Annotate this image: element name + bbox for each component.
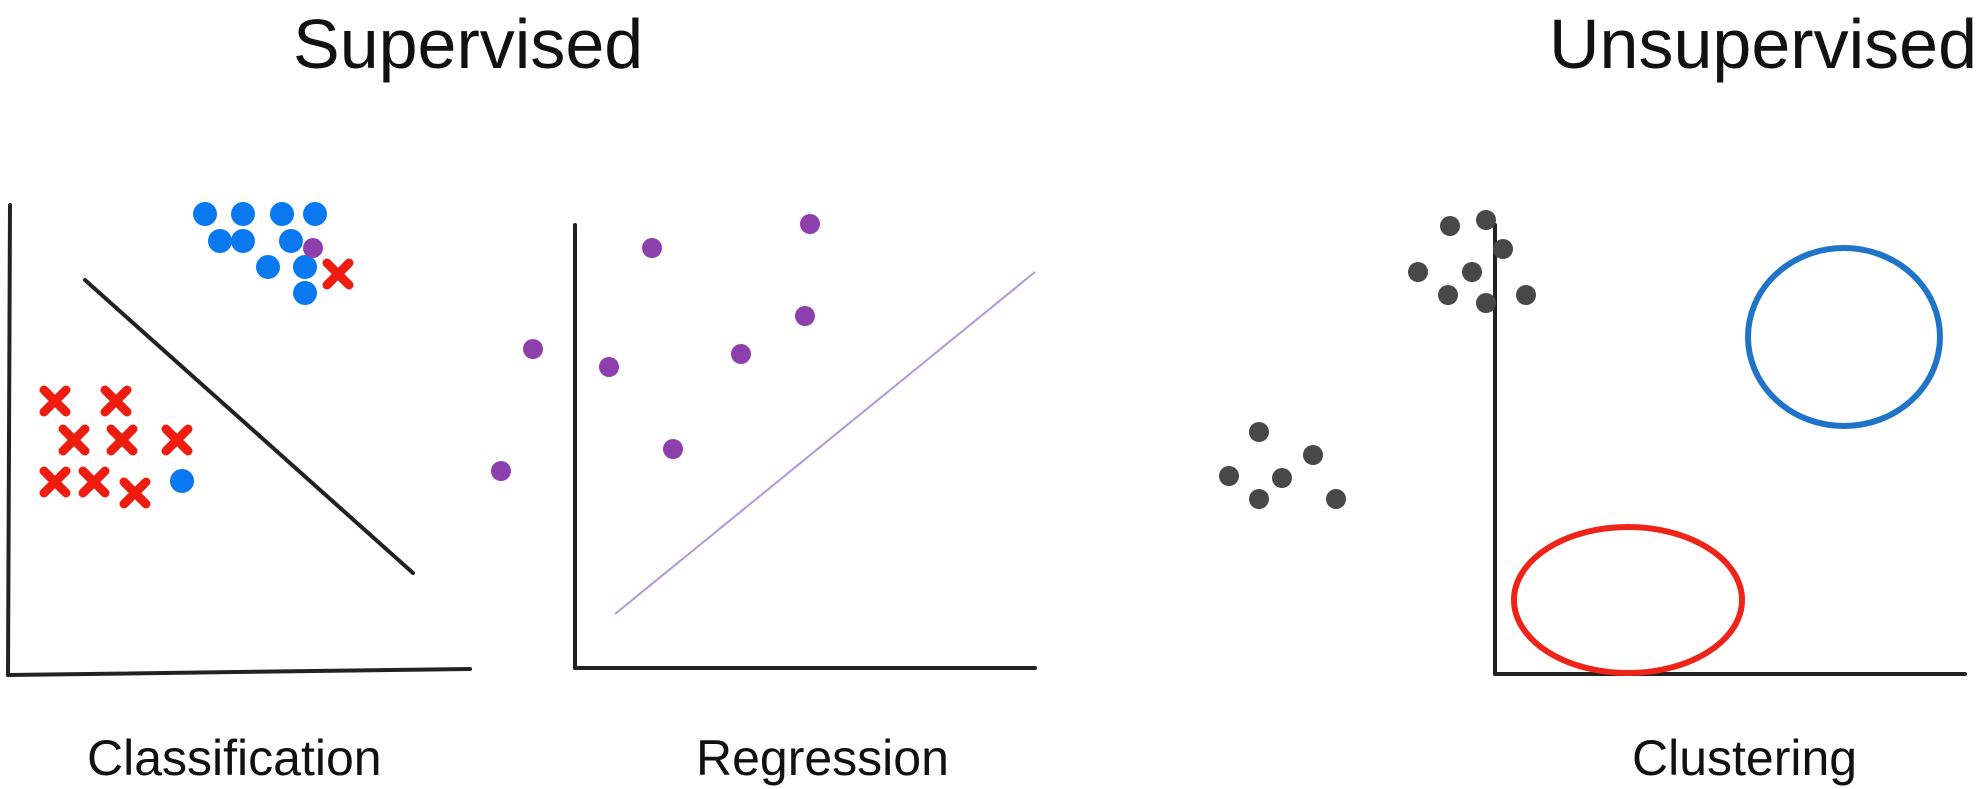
- cluster-points: [1219, 210, 1536, 509]
- class-a-marker: [270, 202, 294, 226]
- class-b-marker: [58, 424, 90, 456]
- class-a-marker: [303, 202, 327, 226]
- cluster-point: [1462, 262, 1482, 282]
- cluster-point: [1326, 489, 1346, 509]
- class-a-marker: [170, 469, 194, 493]
- axes: [1493, 223, 1967, 676]
- class-b-marker: [161, 424, 193, 456]
- class-a-marker: [231, 229, 255, 253]
- regression-point: [800, 214, 820, 234]
- regression-point: [642, 238, 662, 258]
- cluster-point: [1440, 216, 1460, 236]
- class-b-marker: [78, 466, 110, 498]
- class-a-marker: [279, 229, 303, 253]
- cluster-point: [1303, 445, 1323, 465]
- class-b-marker: [119, 477, 151, 509]
- y-axis: [6, 203, 12, 677]
- cluster-point: [1249, 422, 1269, 442]
- unsupervised-heading: Unsupervised: [1549, 5, 1977, 83]
- class-b-marker: [322, 258, 354, 290]
- cluster-point: [1493, 239, 1513, 259]
- cluster-point: [1249, 489, 1269, 509]
- regression-caption: Regression: [696, 730, 949, 786]
- cluster-point: [1408, 262, 1428, 282]
- classification-caption: Classification: [87, 730, 382, 786]
- cluster-point: [1438, 285, 1458, 305]
- class-a-marker: [208, 229, 232, 253]
- cluster-boundary-red: [1511, 524, 1745, 676]
- decision-boundary: [83, 278, 415, 575]
- supervised-heading: Supervised: [293, 5, 644, 83]
- regression-point: [523, 339, 543, 359]
- cluster-point: [1272, 468, 1292, 488]
- regression-point: [599, 357, 619, 377]
- cluster-point: [1516, 285, 1536, 305]
- cluster-point: [1476, 293, 1496, 313]
- regression-point: [795, 306, 815, 326]
- class-a-marker: [193, 202, 217, 226]
- class-a-marker: [231, 202, 255, 226]
- class-b-marker: [39, 466, 71, 498]
- class-a-points: [170, 202, 327, 493]
- class-a-marker: [293, 281, 317, 305]
- class-b-marker: [39, 385, 71, 417]
- class-a-marker: [293, 255, 317, 279]
- class-b-marker: [100, 385, 132, 417]
- regression-point: [663, 439, 683, 459]
- regression-point: [491, 461, 511, 481]
- classification-plot: [6, 202, 472, 677]
- x-axis: [6, 667, 472, 677]
- axes: [6, 203, 472, 677]
- cluster-point: [1476, 210, 1496, 230]
- regression-plot: [303, 214, 1037, 670]
- class-a-marker: [256, 255, 280, 279]
- axes: [573, 223, 1037, 670]
- cluster-boundary-blue: [1745, 245, 1943, 429]
- class-b-marker: [106, 424, 138, 456]
- regression-point: [731, 344, 751, 364]
- regression-line: [614, 271, 1036, 615]
- clustering-plot: [1219, 210, 1967, 676]
- cluster-point: [1219, 466, 1239, 486]
- clustering-caption: Clustering: [1632, 730, 1858, 786]
- class-b-points: [39, 258, 354, 509]
- regression-points: [303, 214, 820, 481]
- regression-point: [303, 238, 323, 258]
